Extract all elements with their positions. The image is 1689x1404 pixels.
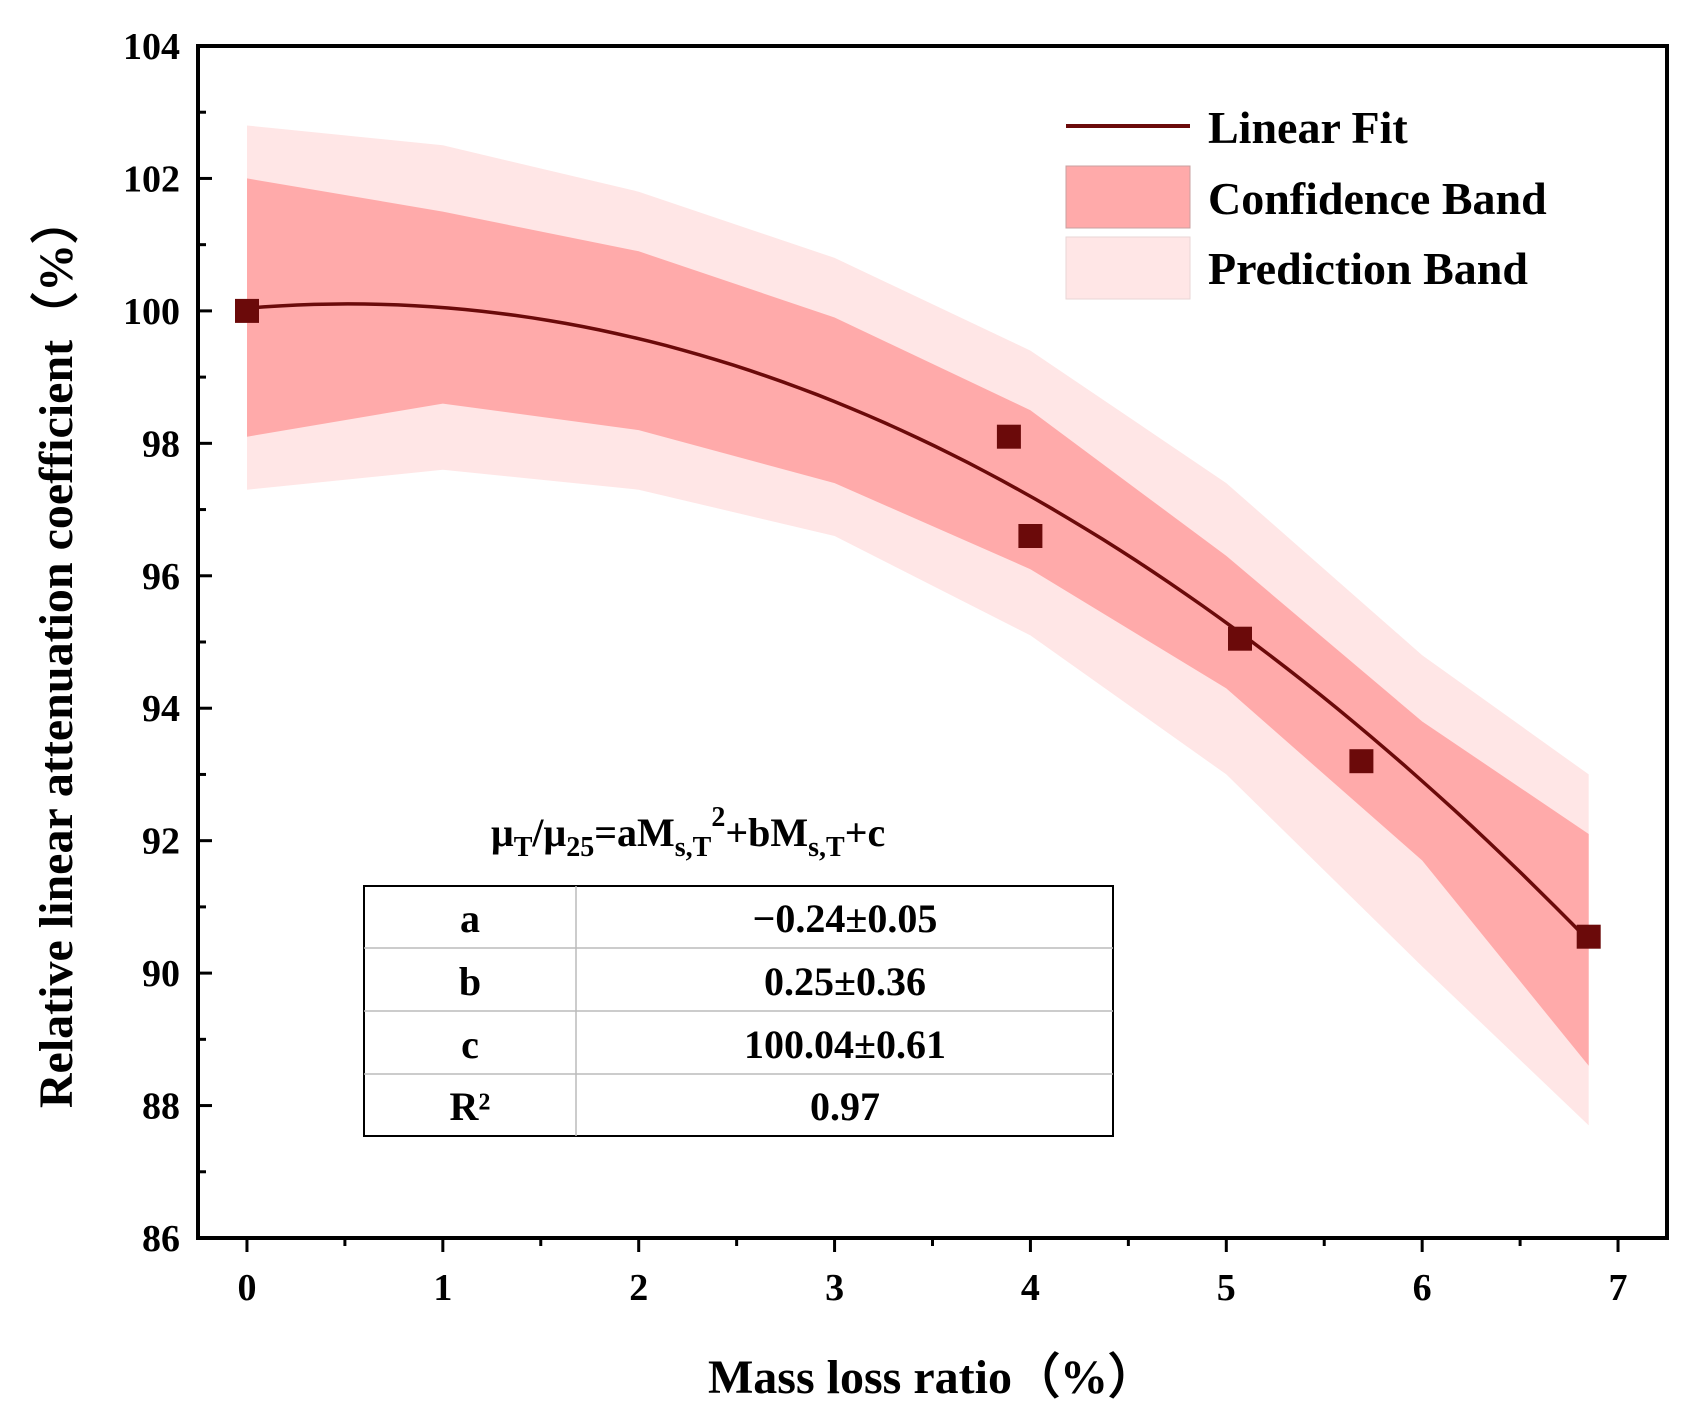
x-axis-title: Mass loss ratio（%） <box>708 1351 1156 1404</box>
x-tick-label: 7 <box>1609 1267 1628 1309</box>
data-point <box>1018 524 1043 548</box>
x-tick-label: 1 <box>433 1267 452 1309</box>
confidence-band <box>247 178 1589 1066</box>
x-axis-ticks: 0 1 2 3 4 5 6 7 <box>237 1238 1628 1309</box>
y-tick-label: 96 <box>142 556 180 598</box>
x-tick-label: 0 <box>237 1267 256 1309</box>
legend: Linear Fit Confidence Band Prediction Ba… <box>1065 102 1547 300</box>
legend-swatch-confidence-band <box>1065 165 1191 229</box>
y-tick-label: 102 <box>123 158 180 200</box>
y-tick-label: 92 <box>142 821 180 863</box>
legend-label-confidence-band: Confidence Band <box>1208 173 1547 224</box>
table-param-r2: R² <box>450 1084 491 1129</box>
x-tick-label: 6 <box>1413 1267 1432 1309</box>
x-tick-label: 4 <box>1021 1267 1040 1309</box>
y-axis-title: Relative linear attenuation coefficient（… <box>30 196 83 1108</box>
table-value-a: −0.24±0.05 <box>753 896 938 941</box>
table-param-a: a <box>460 896 480 941</box>
y-tick-label: 98 <box>142 423 180 465</box>
data-point <box>1349 749 1374 774</box>
y-tick-label: 94 <box>142 688 180 730</box>
table-value-c: 100.04±0.61 <box>744 1022 946 1067</box>
legend-label-linear-fit: Linear Fit <box>1208 102 1408 153</box>
data-points-layer <box>235 298 1601 949</box>
data-point <box>996 424 1021 449</box>
bands-layer <box>247 125 1589 1126</box>
fit-equation: μT/μ25=aMs,T2+bMs,T+c <box>491 802 885 863</box>
y-tick-label: 100 <box>123 291 180 333</box>
x-tick-label: 3 <box>825 1267 844 1309</box>
data-point <box>235 298 259 323</box>
y-axis-ticks: 86 88 90 92 94 96 98 100 102 104 <box>123 26 212 1260</box>
table-value-b: 0.25±0.36 <box>764 959 926 1004</box>
fit-curve <box>246 302 1590 942</box>
parameter-table: a −0.24±0.05 b 0.25±0.36 c 100.04±0.61 R… <box>363 885 1114 1137</box>
x-tick-label: 5 <box>1217 1267 1236 1309</box>
table-value-r2: 0.97 <box>810 1084 880 1129</box>
data-point <box>1576 924 1601 949</box>
x-tick-label: 2 <box>629 1267 648 1309</box>
data-point <box>1228 626 1252 651</box>
y-tick-label: 90 <box>142 953 180 995</box>
y-tick-label: 104 <box>123 26 180 68</box>
legend-label-prediction-band: Prediction Band <box>1208 243 1528 294</box>
table-param-b: b <box>459 959 481 1004</box>
fit-line-layer <box>246 302 1590 942</box>
legend-swatch-prediction-band <box>1065 236 1191 300</box>
y-tick-label: 88 <box>142 1086 180 1128</box>
table-param-c: c <box>461 1022 479 1067</box>
y-tick-label: 86 <box>142 1218 180 1260</box>
